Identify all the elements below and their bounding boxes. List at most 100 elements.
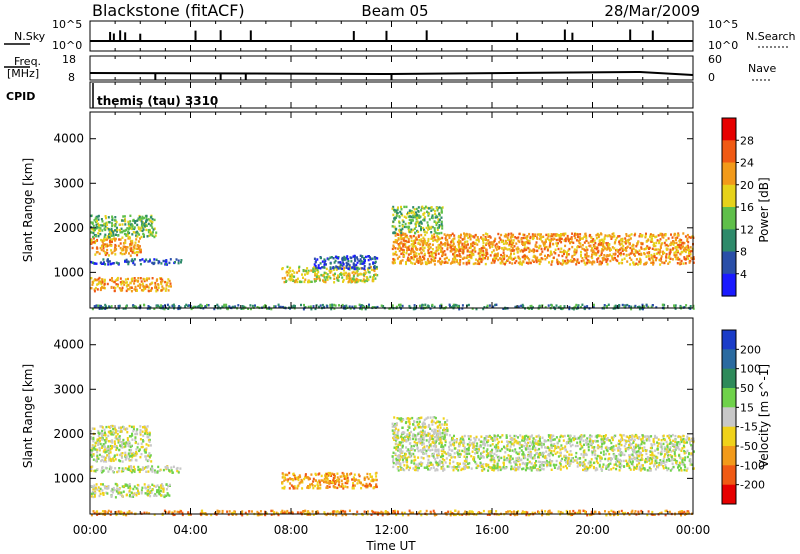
power-echo-cell (582, 259, 585, 262)
power-echo-cell (129, 214, 132, 217)
power-echo-cell (317, 275, 320, 278)
power-echo-cell (406, 240, 409, 244)
velocity-echo-cell (150, 490, 153, 493)
velocity-echo-cell (146, 431, 149, 435)
power-echo-cell (523, 233, 526, 237)
power-echo-cell (539, 305, 542, 309)
power-echo-cell (585, 249, 588, 252)
power-echo-cell (116, 283, 119, 286)
velocity-echo-cell (145, 455, 148, 458)
power-echo-cell (470, 242, 472, 246)
power-echo-cell (398, 221, 401, 224)
velocity-echo-cell (328, 481, 331, 484)
power-echo-cell (590, 236, 593, 239)
power-echo-cell (436, 221, 439, 224)
velocity-echo-cell (432, 466, 435, 469)
power-echo-cell (351, 271, 354, 274)
power-echo-cell (423, 217, 426, 220)
power-echo-cell (511, 247, 514, 250)
power-echo-cell (606, 247, 609, 251)
power-echo-cell (446, 233, 449, 237)
power-echo-cell (351, 280, 353, 283)
power-echo-cell (558, 239, 561, 243)
power-echo-cell (124, 281, 127, 284)
power-echo-cell (358, 303, 361, 306)
power-echo-cell (581, 247, 584, 250)
power-echo-cell (429, 307, 432, 310)
velocity-echo-cell (283, 485, 286, 489)
velocity-echo-cell (124, 445, 127, 448)
velocity-echo-cell (410, 459, 413, 463)
velocity-echo-cell (325, 486, 328, 489)
power-echo-cell (432, 255, 435, 258)
power-echo-cell (494, 252, 497, 256)
power-echo-cell (445, 235, 448, 238)
power-echo-cell (465, 232, 468, 236)
power-echo-cell (167, 278, 170, 281)
velocity-echo-cell (145, 443, 148, 446)
velocity-echo-cell (332, 477, 335, 480)
power-colorbar-segment (722, 207, 736, 230)
power-colorbar-segment (722, 251, 736, 275)
power-echo-cell (423, 230, 426, 233)
power-echo-cell (508, 240, 511, 244)
velocity-echo-cell (328, 482, 331, 485)
velocity-echo-cell (507, 440, 510, 444)
power-echo-cell (688, 235, 691, 239)
power-echo-cell (689, 250, 692, 253)
power-echo-cell (155, 258, 158, 261)
power-echo-cell (644, 236, 647, 239)
velocity-echo-cell (137, 442, 140, 446)
power-echo-cell (532, 306, 534, 309)
velocity-echo-cell (357, 473, 360, 476)
power-echo-cell (373, 274, 375, 277)
power-echo-cell (630, 258, 633, 261)
velocity-echo-cell (473, 437, 476, 440)
power-echo-cell (512, 257, 515, 261)
velocity-echo-cell (475, 435, 478, 439)
velocity-echo-cell (332, 473, 335, 477)
power-echo-cell (599, 243, 602, 246)
power-echo-cell (607, 246, 610, 249)
power-echo-cell (106, 235, 109, 238)
velocity-echo-cell (562, 439, 565, 442)
power-echo-cell (433, 209, 436, 213)
power-echo-cell (547, 235, 550, 238)
power-echo-cell (656, 252, 658, 255)
power-echo-cell (672, 240, 675, 243)
velocity-echo-cell (156, 470, 159, 473)
velocity-echo-cell (345, 477, 347, 481)
power-echo-cell (405, 251, 408, 255)
velocity-echo-cell (450, 456, 453, 459)
velocity-echo-cell (115, 435, 118, 438)
power-echo-cell (512, 249, 515, 252)
power-echo-cell (104, 253, 107, 257)
power-echo-cell (342, 280, 344, 283)
power-echo-cell (525, 261, 528, 264)
power-echo-cell (93, 279, 96, 282)
velocity-echo-cell (368, 482, 371, 486)
velocity-echo-cell (127, 444, 130, 448)
power-echo-cell (115, 220, 118, 224)
power-echo-cell (93, 288, 96, 291)
power-echo-cell (180, 259, 183, 262)
velocity-echo-cell (393, 446, 396, 449)
power-echo-cell (334, 259, 337, 263)
power-echo-cell (143, 303, 145, 307)
power-echo-cell (653, 248, 656, 251)
power-echo-cell (125, 258, 128, 262)
power-echo-cell (679, 247, 682, 250)
power-echo-cell (675, 253, 678, 257)
velocity-echo-cell (632, 468, 635, 471)
power-echo-cell (481, 237, 484, 240)
power-echo-cell (422, 213, 425, 216)
velocity-echo-cell (171, 471, 174, 474)
power-echo-cell (614, 256, 616, 260)
velocity-echo-cell (639, 451, 642, 454)
power-echo-cell (286, 265, 289, 269)
velocity-echo-cell (121, 452, 124, 455)
power-echo-cell (461, 257, 464, 260)
velocity-echo-cell (362, 484, 365, 487)
power-echo-cell (132, 245, 135, 248)
power-echo-cell (412, 234, 415, 238)
